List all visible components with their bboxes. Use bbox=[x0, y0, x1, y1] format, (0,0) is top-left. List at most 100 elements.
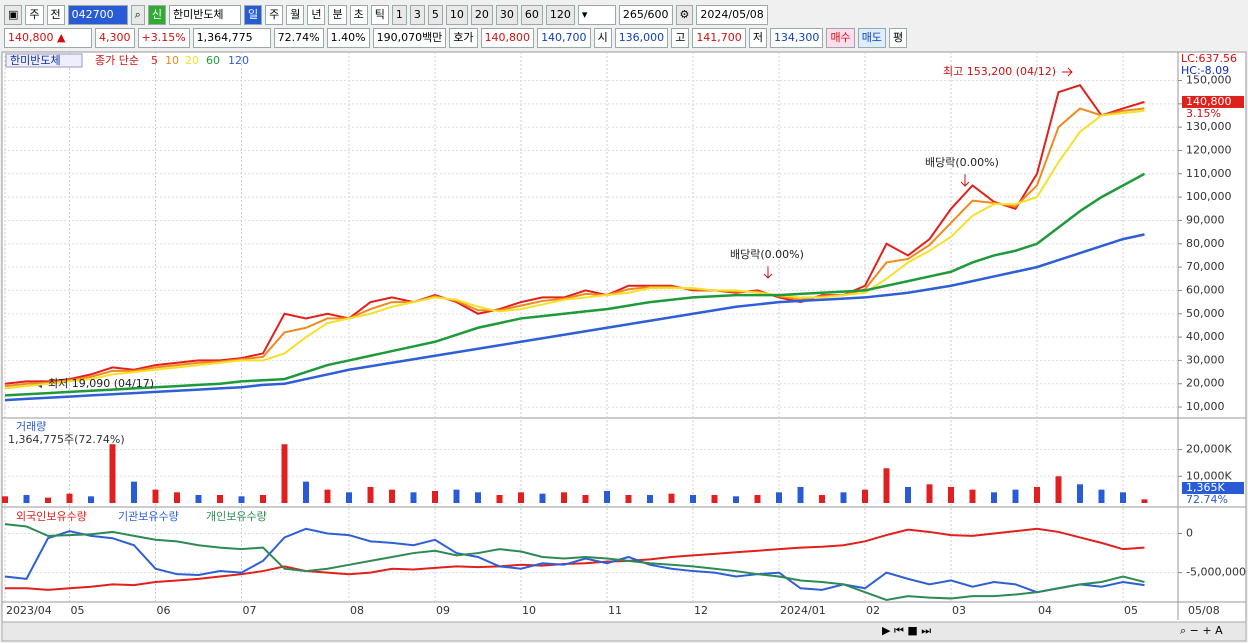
volume-bar bbox=[883, 468, 890, 503]
volume-bar bbox=[324, 489, 331, 503]
interval[interactable]: 1 bbox=[391, 5, 407, 25]
volume-bar bbox=[819, 494, 825, 503]
volume-bar bbox=[1098, 489, 1105, 503]
volume-bar bbox=[969, 489, 976, 503]
x-tick-label: 05 bbox=[71, 604, 85, 617]
x-tick-label: 08 bbox=[350, 604, 364, 617]
legend-item: 외국인보유수량 bbox=[16, 510, 87, 523]
x-tick-label: 03 bbox=[952, 604, 966, 617]
volume-bar bbox=[109, 444, 116, 503]
y-tick-label: 110,000 bbox=[1186, 167, 1232, 180]
volume-bar bbox=[647, 494, 653, 503]
open: 136,000 bbox=[614, 28, 669, 48]
x-tick-label: 09 bbox=[436, 604, 450, 617]
price: 140,800 ▲ bbox=[4, 28, 92, 48]
date-input[interactable]: 2024/05/08 bbox=[696, 5, 768, 25]
count[interactable]: 265/600 bbox=[618, 5, 673, 25]
volume-bar bbox=[625, 494, 632, 503]
interval[interactable]: 5 bbox=[427, 5, 443, 25]
change-rate: +3.15% bbox=[137, 28, 190, 48]
period[interactable]: 월 bbox=[286, 5, 305, 25]
scroll-icons[interactable]: ▶ ⏮ ■ ⏭ bbox=[882, 624, 931, 637]
tab[interactable]: 주 bbox=[25, 5, 44, 25]
turnover: 1.40% bbox=[326, 28, 370, 48]
series-line bbox=[4, 233, 1145, 402]
menu-icon[interactable]: ▣ bbox=[4, 5, 23, 25]
high: 141,700 bbox=[692, 28, 746, 48]
volume-bar bbox=[238, 496, 245, 503]
y-tick-label: 10,000K bbox=[1186, 469, 1232, 482]
toolbar: ▣ 주 전 042700 ⌕ 신 한미반도체 일 주 월 년 분 초 틱 1 3… bbox=[0, 4, 1248, 26]
x-tick-label: 12 bbox=[694, 604, 708, 617]
y-tick-label: 10,000 bbox=[1186, 400, 1225, 413]
y-tick-label: 130,000 bbox=[1186, 120, 1232, 133]
volume-bar bbox=[797, 486, 804, 503]
y-tick-label: 20,000K bbox=[1186, 443, 1232, 456]
volume-bar bbox=[905, 486, 911, 503]
side-label: LC:637.56 bbox=[1181, 52, 1237, 65]
volume-bar bbox=[303, 481, 309, 503]
x-tick-label: 02 bbox=[866, 604, 880, 617]
volume-bar bbox=[2, 496, 8, 503]
volume-bar bbox=[926, 484, 933, 503]
x-tick-label: 11 bbox=[608, 604, 622, 617]
legend-item: 120 bbox=[228, 54, 249, 67]
low: 134,300 bbox=[769, 28, 824, 48]
period[interactable]: 틱 bbox=[370, 5, 389, 25]
interval[interactable]: 120 bbox=[545, 5, 575, 25]
current-change: 72.74% bbox=[1186, 493, 1228, 506]
y-tick-label: 20,000 bbox=[1186, 377, 1225, 390]
tab[interactable]: 전 bbox=[46, 5, 65, 25]
dropdown[interactable]: ▾ bbox=[577, 5, 616, 25]
volume-bar bbox=[754, 494, 761, 503]
period[interactable]: 분 bbox=[328, 5, 347, 25]
y-tick-label: 30,000 bbox=[1186, 353, 1225, 366]
interval[interactable]: 60 bbox=[520, 5, 543, 25]
x-tick-label: 2024/01 bbox=[780, 604, 826, 617]
volume-bar bbox=[131, 481, 137, 503]
x-tick-label: 10 bbox=[522, 604, 536, 617]
x-tick-label: 07 bbox=[243, 604, 257, 617]
annotation: 최저 19,090 (04/17) bbox=[48, 377, 154, 390]
annotation: 배당락(0.00%) bbox=[925, 156, 999, 169]
side-label: HC:-8.09 bbox=[1181, 64, 1229, 77]
sell-button[interactable]: 매도 bbox=[857, 28, 886, 48]
interval[interactable]: 3 bbox=[409, 5, 425, 25]
volume-bar bbox=[217, 494, 223, 503]
zoom-icons[interactable]: ⌕ − + A bbox=[1180, 624, 1223, 637]
y-tick-label: 40,000 bbox=[1186, 330, 1225, 343]
legend-item: 개인보유수량 bbox=[206, 510, 267, 523]
interval[interactable]: 30 bbox=[495, 5, 518, 25]
annotation: 배당락(0.00%) bbox=[730, 248, 804, 261]
volume-bar bbox=[776, 492, 782, 503]
volume-bar bbox=[23, 494, 30, 503]
search[interactable]: ⌕ bbox=[130, 5, 145, 25]
y-tick-label: 70,000 bbox=[1186, 260, 1225, 273]
period[interactable]: 일 bbox=[243, 5, 263, 25]
button[interactable]: 평 bbox=[888, 28, 908, 48]
volume-bar bbox=[367, 486, 374, 503]
badge: 신 bbox=[147, 5, 166, 25]
x-tick-label: 2023/04 bbox=[6, 604, 52, 617]
buy-button[interactable]: 매수 bbox=[826, 28, 855, 48]
code-input[interactable]: 042700 bbox=[67, 5, 128, 25]
y-tick-label: 150,000 bbox=[1186, 73, 1232, 86]
label: 시 bbox=[593, 28, 612, 48]
arrow bbox=[763, 266, 773, 279]
interval[interactable]: 20 bbox=[470, 5, 493, 25]
period[interactable]: 초 bbox=[349, 5, 368, 25]
period[interactable]: 년 bbox=[307, 5, 326, 25]
volume-bar bbox=[432, 490, 438, 503]
volume-bar bbox=[1141, 499, 1148, 503]
ask: 140,800 bbox=[480, 28, 535, 48]
series-line bbox=[4, 109, 1145, 390]
period[interactable]: 주 bbox=[265, 5, 284, 25]
interval[interactable]: 10 bbox=[445, 5, 468, 25]
tool-icon[interactable]: ⚙ bbox=[675, 5, 694, 25]
y-tick-label: 50,000 bbox=[1186, 307, 1225, 320]
count-value: 265 bbox=[622, 8, 644, 21]
x-tick-label: 04 bbox=[1038, 604, 1052, 617]
legend-prefix: 종가 단순 bbox=[95, 54, 139, 67]
arrow bbox=[1062, 67, 1073, 77]
volume-bar bbox=[991, 492, 997, 503]
